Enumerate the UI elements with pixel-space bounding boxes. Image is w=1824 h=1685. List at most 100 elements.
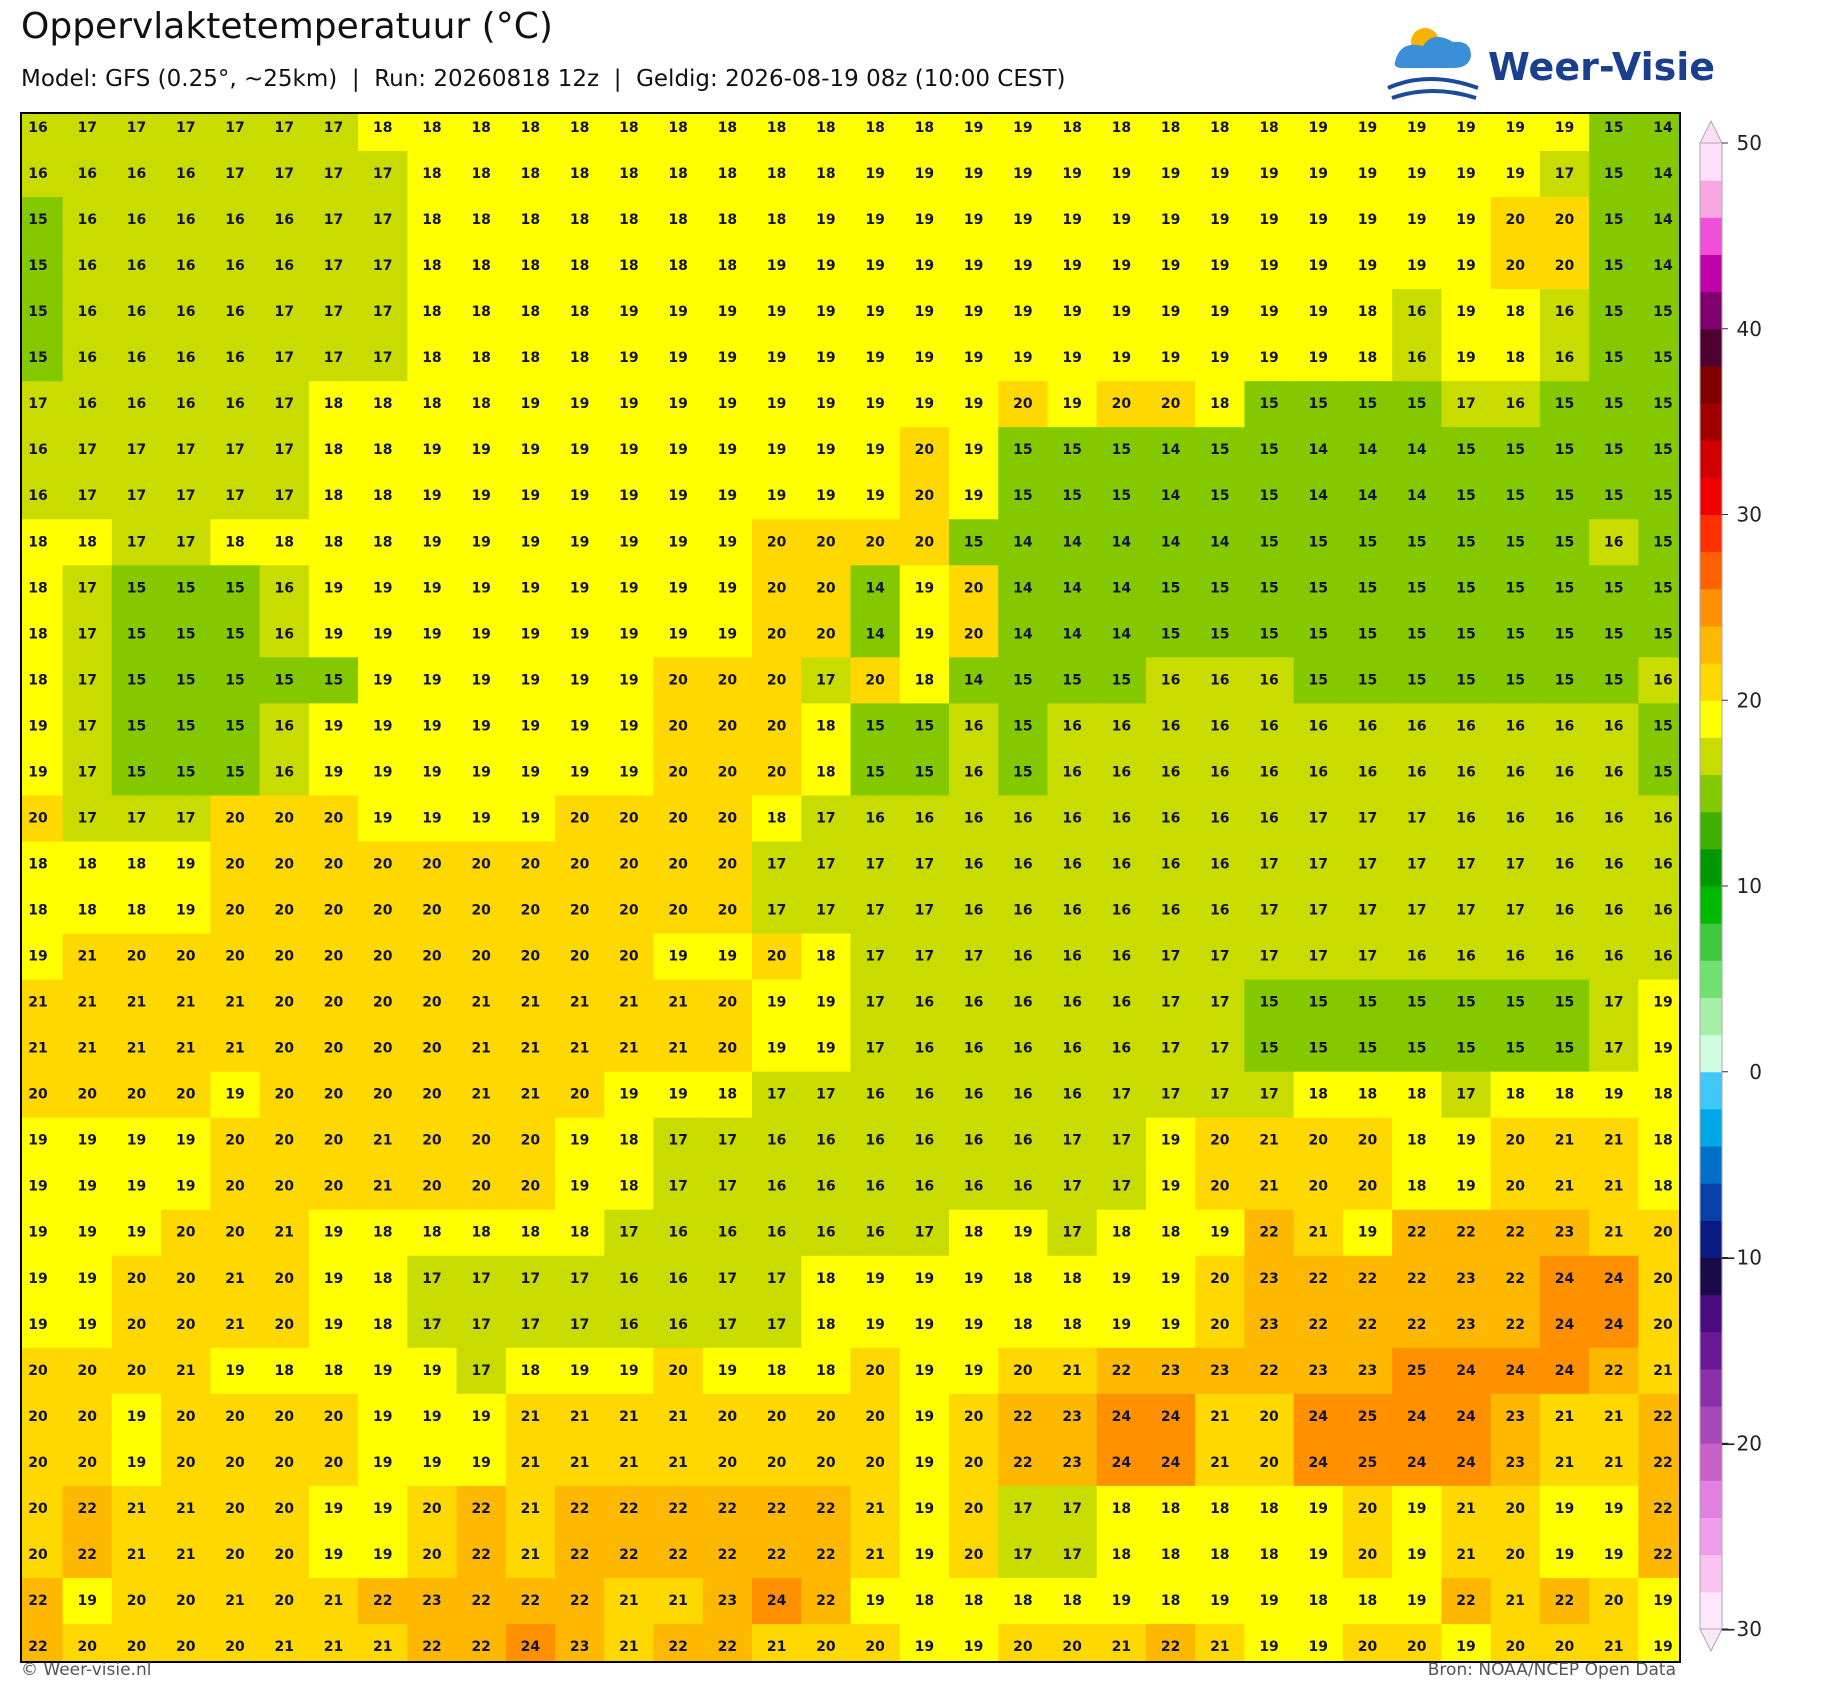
temperature-label: 20 <box>373 903 393 919</box>
temperature-label: 15 <box>1062 442 1081 458</box>
temperature-cell <box>801 611 851 658</box>
temperature-cell <box>21 795 64 842</box>
colorbar-band <box>1700 1294 1722 1333</box>
temperature-label: 19 <box>915 626 934 642</box>
temperature-cell <box>1145 933 1196 981</box>
temperature-label: 17 <box>1309 949 1328 965</box>
temperature-label: 23 <box>422 1593 441 1609</box>
temperature-cell <box>653 795 704 842</box>
temperature-cell <box>161 1025 211 1073</box>
temperature-label: 15 <box>1013 718 1032 734</box>
temperature-cell <box>948 519 999 566</box>
temperature-label: 19 <box>28 1133 47 1149</box>
temperature-label: 20 <box>225 810 245 826</box>
temperature-cell <box>948 1071 999 1119</box>
temperature-label: 18 <box>422 1225 441 1241</box>
temperature-label: 19 <box>1506 166 1525 182</box>
temperature-cell <box>1195 1439 1245 1487</box>
temperature-label: 16 <box>78 350 97 366</box>
temperature-cell <box>62 887 113 935</box>
temperature-label: 20 <box>1358 1179 1378 1195</box>
temperature-label: 20 <box>816 1409 836 1425</box>
temperature-label: 19 <box>324 1271 343 1287</box>
temperature-cell <box>1342 749 1393 796</box>
temperature-label: 15 <box>1309 1041 1328 1057</box>
temperature-cell <box>505 1531 556 1579</box>
temperature-cell <box>899 1485 950 1533</box>
temperature-cell <box>358 1071 408 1119</box>
temperature-label: 19 <box>324 1317 343 1333</box>
temperature-label: 20 <box>816 1455 836 1471</box>
temperature-label: 18 <box>471 212 490 228</box>
temperature-label: 19 <box>570 1179 589 1195</box>
temperature-label: 15 <box>1309 534 1328 550</box>
temperature-cell <box>555 887 605 935</box>
temperature-label: 17 <box>767 1317 786 1333</box>
temperature-cell <box>998 1393 1048 1441</box>
temperature-cell <box>62 1301 113 1349</box>
temperature-label: 21 <box>1555 1409 1574 1425</box>
temperature-cell <box>1589 1025 1639 1073</box>
temperature-label: 21 <box>373 1133 392 1149</box>
temperature-cell <box>1293 979 1344 1027</box>
temperature-cell <box>850 243 901 290</box>
temperature-cell <box>948 611 999 658</box>
temperature-label: 20 <box>668 856 688 872</box>
temperature-cell <box>801 519 851 566</box>
temperature-cell <box>456 1485 507 1533</box>
temperature-cell <box>210 1163 261 1211</box>
temperature-label: 24 <box>1555 1317 1575 1333</box>
temperature-cell <box>1096 381 1147 428</box>
temperature-label: 19 <box>767 350 786 366</box>
temperature-cell <box>555 381 605 428</box>
temperature-label: 20 <box>964 626 984 642</box>
temperature-cell <box>358 749 408 796</box>
temperature-cell <box>850 1531 901 1579</box>
temperature-label: 19 <box>619 764 638 780</box>
temperature-cell <box>111 1439 162 1487</box>
temperature-cell <box>1096 427 1147 474</box>
temperature-cell <box>210 657 261 704</box>
temperature-cell <box>21 1209 64 1257</box>
temperature-label: 15 <box>1259 488 1278 504</box>
temperature-cell <box>702 243 753 290</box>
temperature-cell <box>1145 1623 1196 1663</box>
temperature-cell <box>998 1163 1048 1211</box>
temperature-cell <box>358 243 408 290</box>
colorbar-band <box>1700 1183 1722 1221</box>
temperature-label: 21 <box>668 1593 687 1609</box>
temperature-cell <box>1342 841 1393 888</box>
temperature-label: 17 <box>78 442 97 458</box>
temperature-label: 19 <box>521 672 540 688</box>
temperature-cell <box>1244 335 1295 382</box>
temperature-cell <box>210 1393 261 1441</box>
temperature-label: 20 <box>915 534 935 550</box>
temperature-label: 19 <box>471 534 490 550</box>
temperature-label: 22 <box>1161 1639 1180 1655</box>
temperature-cell <box>1638 933 1681 981</box>
temperature-label: 18 <box>422 120 441 136</box>
temperature-label: 16 <box>1506 810 1525 826</box>
temperature-cell <box>948 1485 999 1533</box>
temperature-cell <box>308 335 359 382</box>
temperature-label: 24 <box>767 1593 787 1609</box>
temperature-label: 19 <box>1456 212 1475 228</box>
temperature-label: 19 <box>1013 258 1032 274</box>
temperature-cell <box>801 979 851 1027</box>
temperature-cell <box>1145 1439 1196 1487</box>
temperature-label: 19 <box>570 764 589 780</box>
temperature-cell <box>1342 703 1393 750</box>
temperature-cell <box>210 289 261 336</box>
temperature-cell <box>653 1439 704 1487</box>
temperature-label: 14 <box>1161 442 1181 458</box>
temperature-cell <box>1096 113 1147 152</box>
temperature-cell <box>1490 1439 1541 1487</box>
temperature-cell <box>1638 1577 1681 1625</box>
temperature-cell <box>210 197 261 244</box>
temperature-cell <box>1342 887 1393 935</box>
temperature-label: 21 <box>1555 1455 1574 1471</box>
temperature-cell <box>308 1117 359 1165</box>
temperature-label: 19 <box>324 718 343 734</box>
temperature-label: 19 <box>865 488 884 504</box>
temperature-label: 15 <box>915 764 934 780</box>
